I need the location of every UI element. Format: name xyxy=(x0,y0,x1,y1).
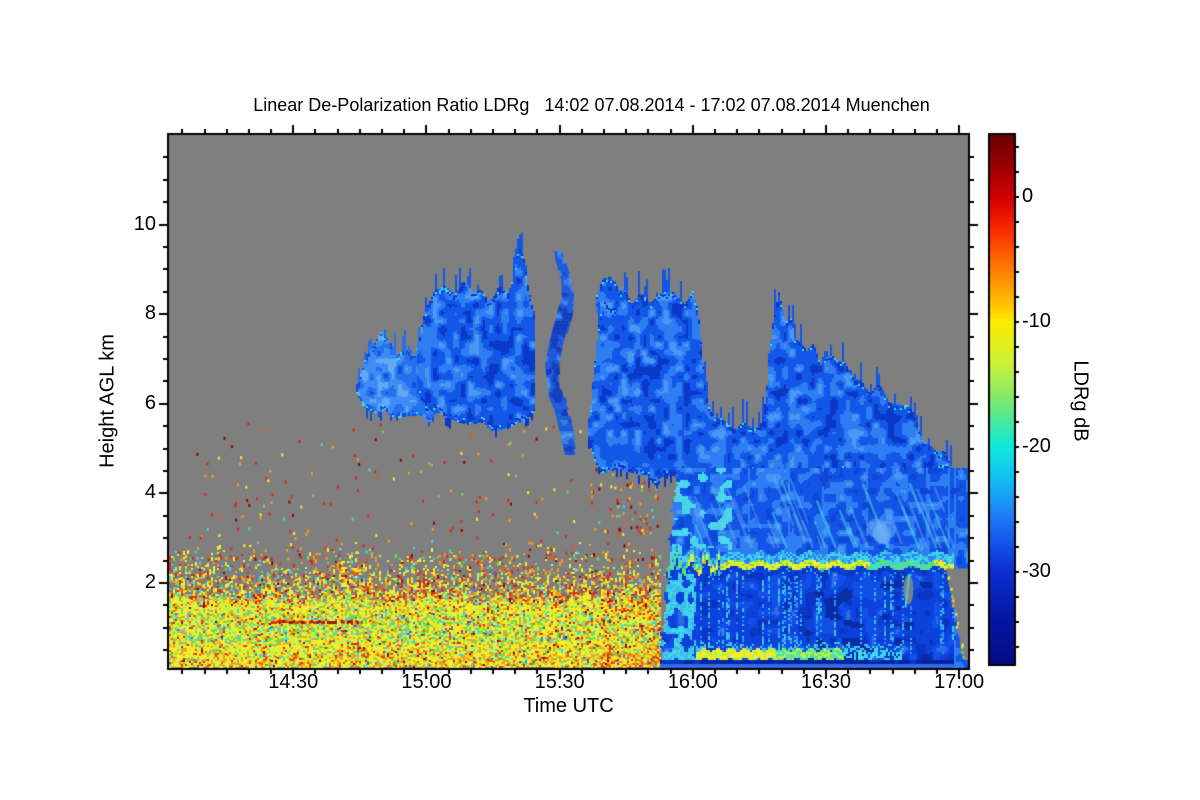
x-tick-label: 16:30 xyxy=(800,671,851,693)
x-tick-label: 14:30 xyxy=(268,671,319,693)
x-tick-label: 15:00 xyxy=(401,671,452,693)
y-tick-label: 6 xyxy=(144,391,156,414)
y-tick-label: 8 xyxy=(144,302,156,325)
y-tick-label: 10 xyxy=(133,212,156,235)
plot-title: Linear De-Polarization Ratio LDRg 14:02 … xyxy=(253,95,930,115)
y-tick-label: 2 xyxy=(144,570,156,593)
colorbar-tick-label: -10 xyxy=(1022,310,1051,333)
colorbar-tick-label: -20 xyxy=(1022,434,1051,457)
colorbar-tick-label: 0 xyxy=(1022,185,1034,208)
colorbar-tick-label: -30 xyxy=(1022,559,1051,582)
x-tick-label: 15:30 xyxy=(534,671,585,693)
x-tick-label: 16:00 xyxy=(667,671,718,693)
colorbar-label: LDRg dB xyxy=(1069,360,1092,442)
x-axis-label: Time UTC xyxy=(523,695,614,717)
x-tick-label: 17:00 xyxy=(934,671,985,693)
y-tick-label: 4 xyxy=(144,481,156,504)
